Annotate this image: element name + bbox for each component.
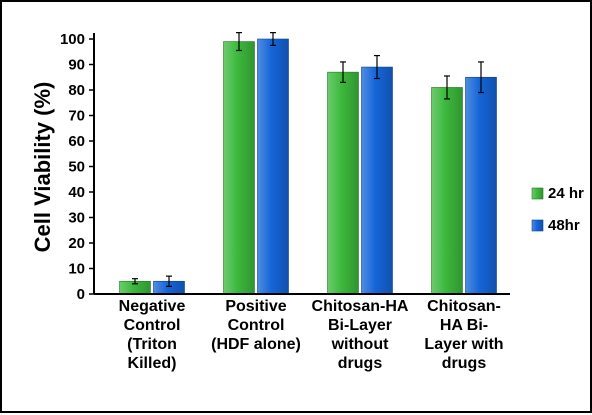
y-axis-label: Cell Viability (%)	[30, 82, 55, 253]
error-bar	[132, 278, 138, 285]
bars	[119, 38, 497, 295]
legend-item: 24 hr	[531, 185, 584, 202]
bar-24hr-3	[431, 87, 463, 295]
x-category-label: Negative Control (Triton Killed)	[119, 298, 186, 372]
x-category-label: Chitosan-HA Bi-Layer with drugs	[424, 298, 503, 372]
bar-48hr-2	[361, 66, 393, 295]
error-bar	[340, 61, 346, 83]
legend-label: 24 hr	[548, 185, 584, 202]
legend-swatch	[531, 187, 544, 200]
legend: 24 hr 48hr	[531, 185, 584, 234]
y-tick-label: 0	[77, 286, 85, 303]
y-tick-label: 90	[68, 57, 85, 74]
error-bar	[374, 54, 380, 80]
axes	[93, 33, 510, 295]
y-axis-label-group: Cell Viability (%)	[30, 82, 55, 253]
y-axis-ticks: 0 10 20 30 40 50 60 70 80 90 100	[60, 31, 94, 303]
legend-label: 48hr	[548, 217, 580, 234]
error-bar	[444, 75, 450, 100]
error-bars	[132, 32, 484, 287]
x-category-label: Positive Control (HDF alone)	[211, 298, 301, 353]
legend-item: 48hr	[531, 217, 580, 234]
y-tick-label: 70	[68, 108, 85, 125]
bar-48hr-3	[465, 76, 497, 295]
y-tick-label: 40	[68, 184, 85, 201]
y-tick-label: 20	[68, 235, 85, 252]
y-tick-label: 30	[68, 210, 85, 227]
y-tick-label: 10	[68, 261, 85, 278]
error-bar	[478, 61, 484, 94]
y-tick-label: 80	[68, 82, 85, 99]
bar-48hr-1	[257, 38, 289, 295]
y-tick-label: 100	[60, 31, 85, 48]
category-labels: Negative Control (Triton Killed) Positive Con…	[119, 298, 504, 372]
y-tick-label: 60	[68, 133, 85, 150]
y-tick-label: 50	[68, 159, 85, 176]
legend-swatch	[531, 219, 544, 232]
bar-24hr-1	[223, 41, 255, 295]
error-bar	[236, 32, 242, 52]
error-bar	[270, 32, 276, 46]
bar-24hr-2	[327, 71, 359, 295]
x-category-label: Chitosan-HA Bi-Layer without drugs	[312, 298, 409, 372]
error-bar	[166, 275, 172, 287]
